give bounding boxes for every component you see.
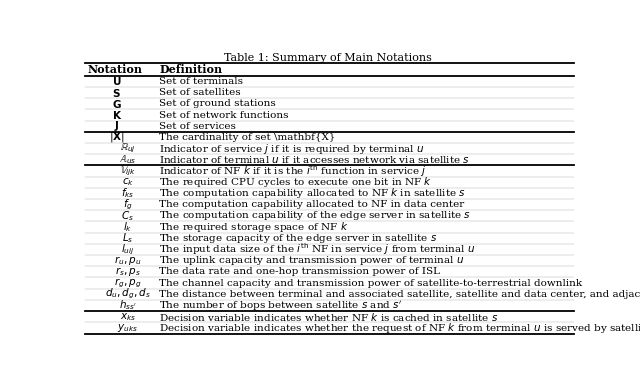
Text: Set of terminals: Set of terminals: [159, 77, 243, 86]
Text: $d_u,d_g,d_s$: $d_u,d_g,d_s$: [105, 287, 150, 302]
Text: The channel capacity and transmission power of satellite-to-terrestrial downlink: The channel capacity and transmission po…: [159, 279, 582, 288]
Text: Set of network functions: Set of network functions: [159, 110, 289, 119]
Text: $\mathbf{K}$: $\mathbf{K}$: [111, 109, 122, 121]
Text: The cardinality of set \mathbf{X}: The cardinality of set \mathbf{X}: [159, 133, 336, 142]
Text: Indicator of NF $k$ if it is the $i^{\mathrm{th}}$ function in service $j$: Indicator of NF $k$ if it is the $i^{\ma…: [159, 163, 427, 179]
Text: The input data size of the $i^{\mathrm{th}}$ NF in service $j$ from terminal $u$: The input data size of the $i^{\mathrm{t…: [159, 242, 476, 257]
Text: $y_{uks}$: $y_{uks}$: [117, 322, 138, 334]
Text: $h_{ss'}$: $h_{ss'}$: [119, 299, 136, 312]
Text: Indicator of terminal $u$ if it accesses network via satellite $s$: Indicator of terminal $u$ if it accesses…: [159, 154, 470, 165]
Text: The computation capability of the edge server in satellite $s$: The computation capability of the edge s…: [159, 209, 472, 222]
Text: The computation capability allocated to NF $k$ in satellite $s$: The computation capability allocated to …: [159, 186, 466, 200]
Text: $\mathbf{S}$: $\mathbf{S}$: [113, 87, 121, 99]
Text: $\mathbb{R}_{uj}$: $\mathbb{R}_{uj}$: [120, 142, 136, 155]
Text: The number of bops between satellite $s$ and $s'$: The number of bops between satellite $s$…: [159, 298, 403, 313]
Text: The uplink capacity and transmission power of terminal $u$: The uplink capacity and transmission pow…: [159, 254, 465, 267]
Text: The computation capability allocated to NF in data center: The computation capability allocated to …: [159, 200, 465, 209]
Text: $L_s$: $L_s$: [122, 231, 133, 245]
Text: $C_s$: $C_s$: [122, 209, 134, 223]
Text: Definition: Definition: [159, 64, 223, 75]
Text: The required CPU cycles to execute one bit in NF $k$: The required CPU cycles to execute one b…: [159, 175, 433, 189]
Text: Decision variable indicates whether the request of NF $k$ from terminal $u$ is s: Decision variable indicates whether the …: [159, 321, 640, 335]
Text: The data rate and one-hop transmission power of ISL: The data rate and one-hop transmission p…: [159, 267, 440, 276]
Text: $x_{ks}$: $x_{ks}$: [120, 311, 136, 322]
Text: $r_s,p_s$: $r_s,p_s$: [115, 265, 141, 278]
Text: Indicator of service $j$ if it is required by terminal $u$: Indicator of service $j$ if it is requir…: [159, 142, 425, 156]
Text: $\mathbf{J}$: $\mathbf{J}$: [114, 119, 120, 133]
Text: $r_u,p_u$: $r_u,p_u$: [114, 254, 141, 267]
Text: The distance between terminal and associated satellite, satellite and data cente: The distance between terminal and associ…: [159, 290, 640, 299]
Text: $l_{uij}$: $l_{uij}$: [121, 242, 134, 257]
Text: $\mathbf{U}$: $\mathbf{U}$: [112, 76, 122, 87]
Text: The storage capacity of the edge server in satellite $s$: The storage capacity of the edge server …: [159, 232, 438, 245]
Text: Notation: Notation: [88, 64, 143, 75]
Text: $\mathbb{V}_{ijk}$: $\mathbb{V}_{ijk}$: [120, 164, 136, 178]
Text: The required storage space of NF $k$: The required storage space of NF $k$: [159, 220, 349, 234]
Text: $\mathbf{G}$: $\mathbf{G}$: [112, 98, 122, 110]
Text: $l_k$: $l_k$: [123, 220, 132, 234]
Text: Table 1: Summary of Main Notations: Table 1: Summary of Main Notations: [224, 53, 432, 63]
Text: $|\mathbf{X}|$: $|\mathbf{X}|$: [109, 130, 125, 144]
Text: Set of satellites: Set of satellites: [159, 88, 241, 97]
Text: $\mathbb{A}_{us}$: $\mathbb{A}_{us}$: [119, 153, 136, 166]
Text: Decision variable indicates whether NF $k$ is cached in satellite $s$: Decision variable indicates whether NF $…: [159, 311, 499, 323]
Text: Set of services: Set of services: [159, 122, 236, 131]
Text: Set of ground stations: Set of ground stations: [159, 99, 276, 108]
Text: $f_g$: $f_g$: [123, 197, 132, 212]
Text: $c_k$: $c_k$: [122, 177, 134, 188]
Text: $f_{ks}$: $f_{ks}$: [121, 187, 134, 200]
Text: $r_g,p_g$: $r_g,p_g$: [114, 276, 141, 290]
